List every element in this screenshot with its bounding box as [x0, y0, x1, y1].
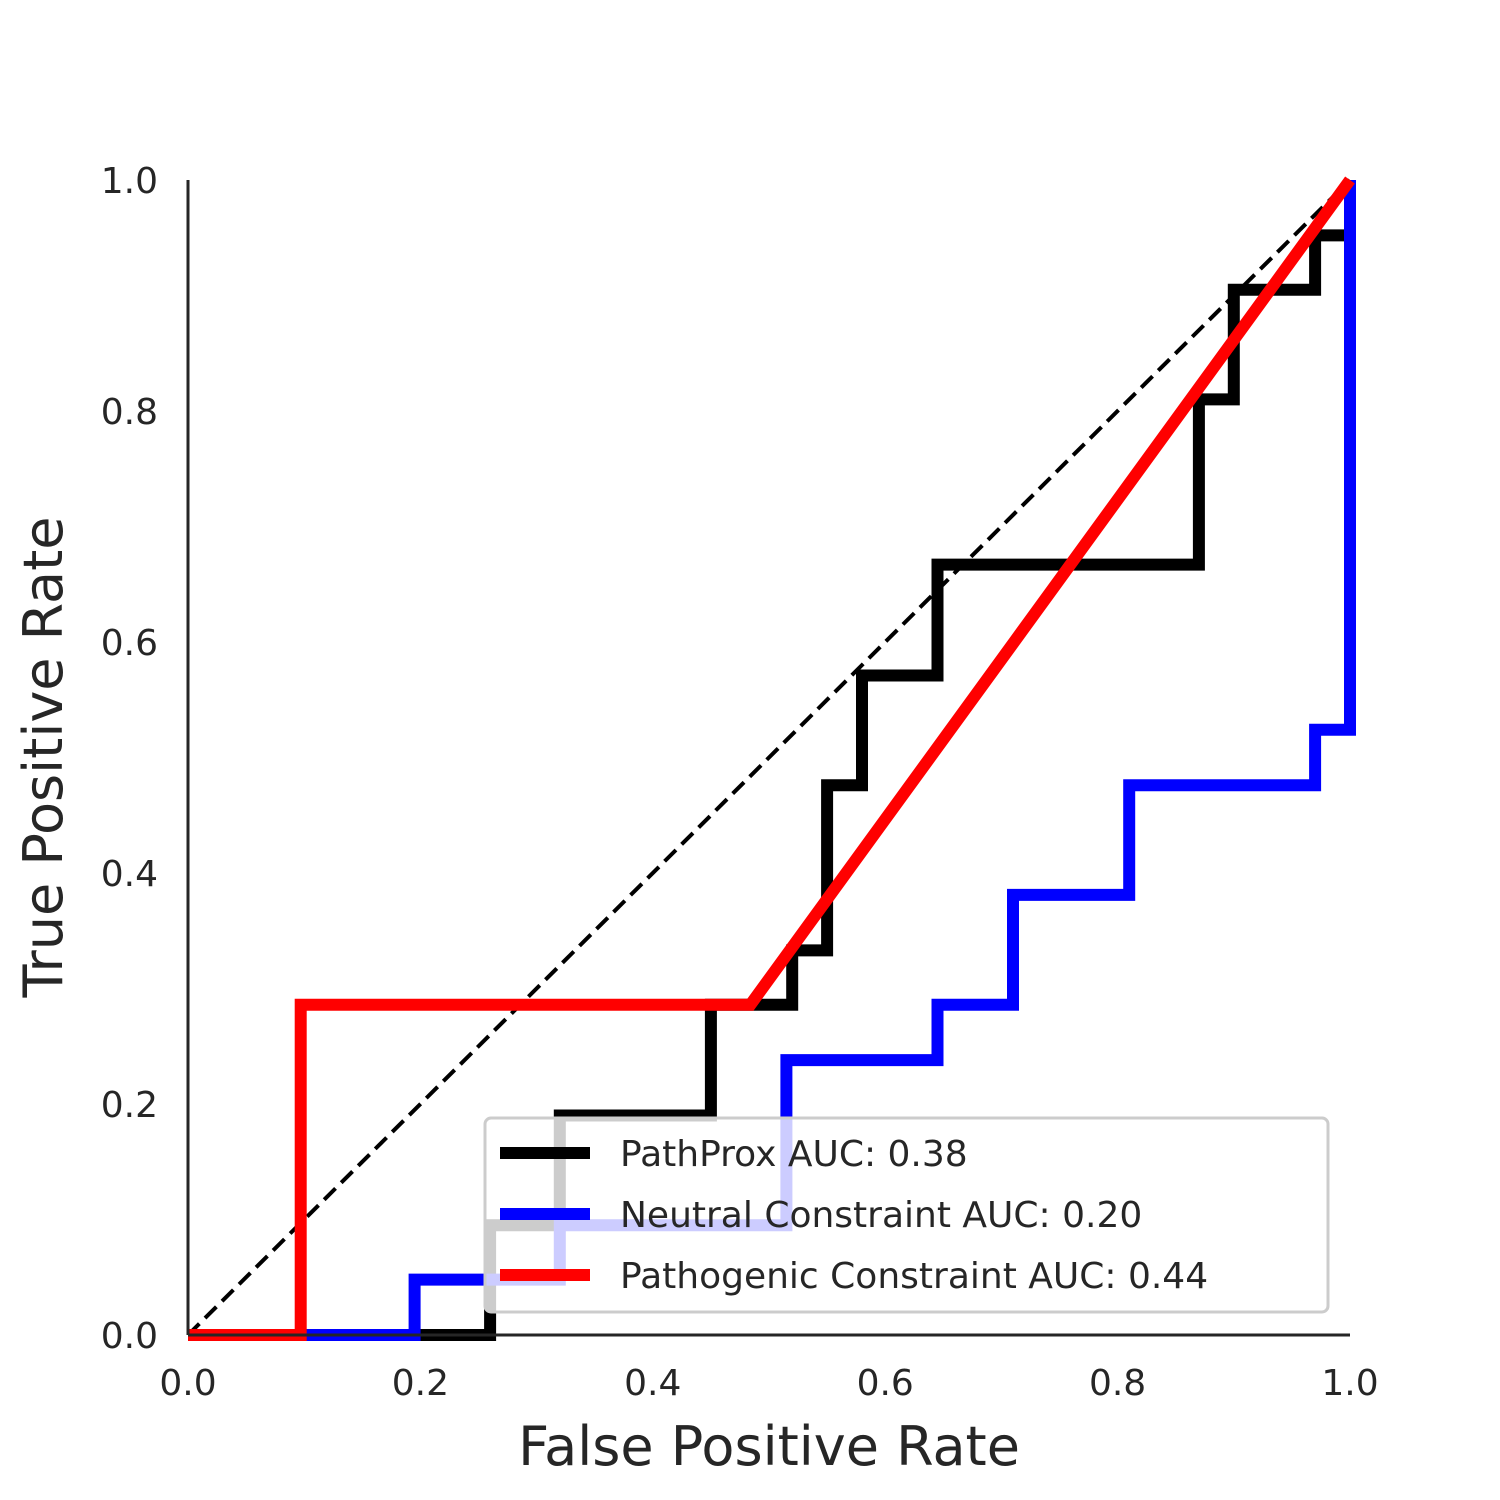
y-tick-label: 0.2: [101, 1085, 158, 1126]
legend-label: Pathogenic Constraint AUC: 0.44: [620, 1256, 1208, 1297]
x-tick-label: 0.6: [857, 1363, 914, 1404]
x-axis-title: False Positive Rate: [518, 1415, 1020, 1478]
y-tick-label: 1.0: [101, 161, 158, 202]
x-tick-labels: 0.0 0.2 0.4 0.6 0.8 1.0: [159, 1363, 1378, 1404]
y-tick-label: 0.8: [101, 392, 158, 433]
legend-label: Neutral Constraint AUC: 0.20: [620, 1195, 1142, 1236]
y-tick-label: 0.6: [101, 623, 158, 664]
x-tick-label: 0.0: [159, 1363, 216, 1404]
x-tick-label: 0.8: [1089, 1363, 1146, 1404]
y-axis-title: True Positive Rate: [12, 516, 75, 998]
x-tick-label: 1.0: [1321, 1363, 1378, 1404]
y-tick-label: 0.4: [101, 854, 158, 895]
x-tick-label: 0.2: [392, 1363, 449, 1404]
axes: [186, 180, 1350, 1337]
y-tick-label: 0.0: [101, 1316, 158, 1357]
legend-label: PathProx AUC: 0.38: [620, 1134, 968, 1175]
x-tick-label: 0.4: [624, 1363, 681, 1404]
legend-frame: [483, 1116, 1330, 1314]
chance-diagonal-line: [186, 178, 1352, 1337]
legend: PathProx AUC: 0.38 Neutral Constraint AUC…: [483, 1116, 1330, 1314]
y-tick-labels: 0.0 0.2 0.4 0.6 0.8 1.0: [101, 161, 158, 1357]
